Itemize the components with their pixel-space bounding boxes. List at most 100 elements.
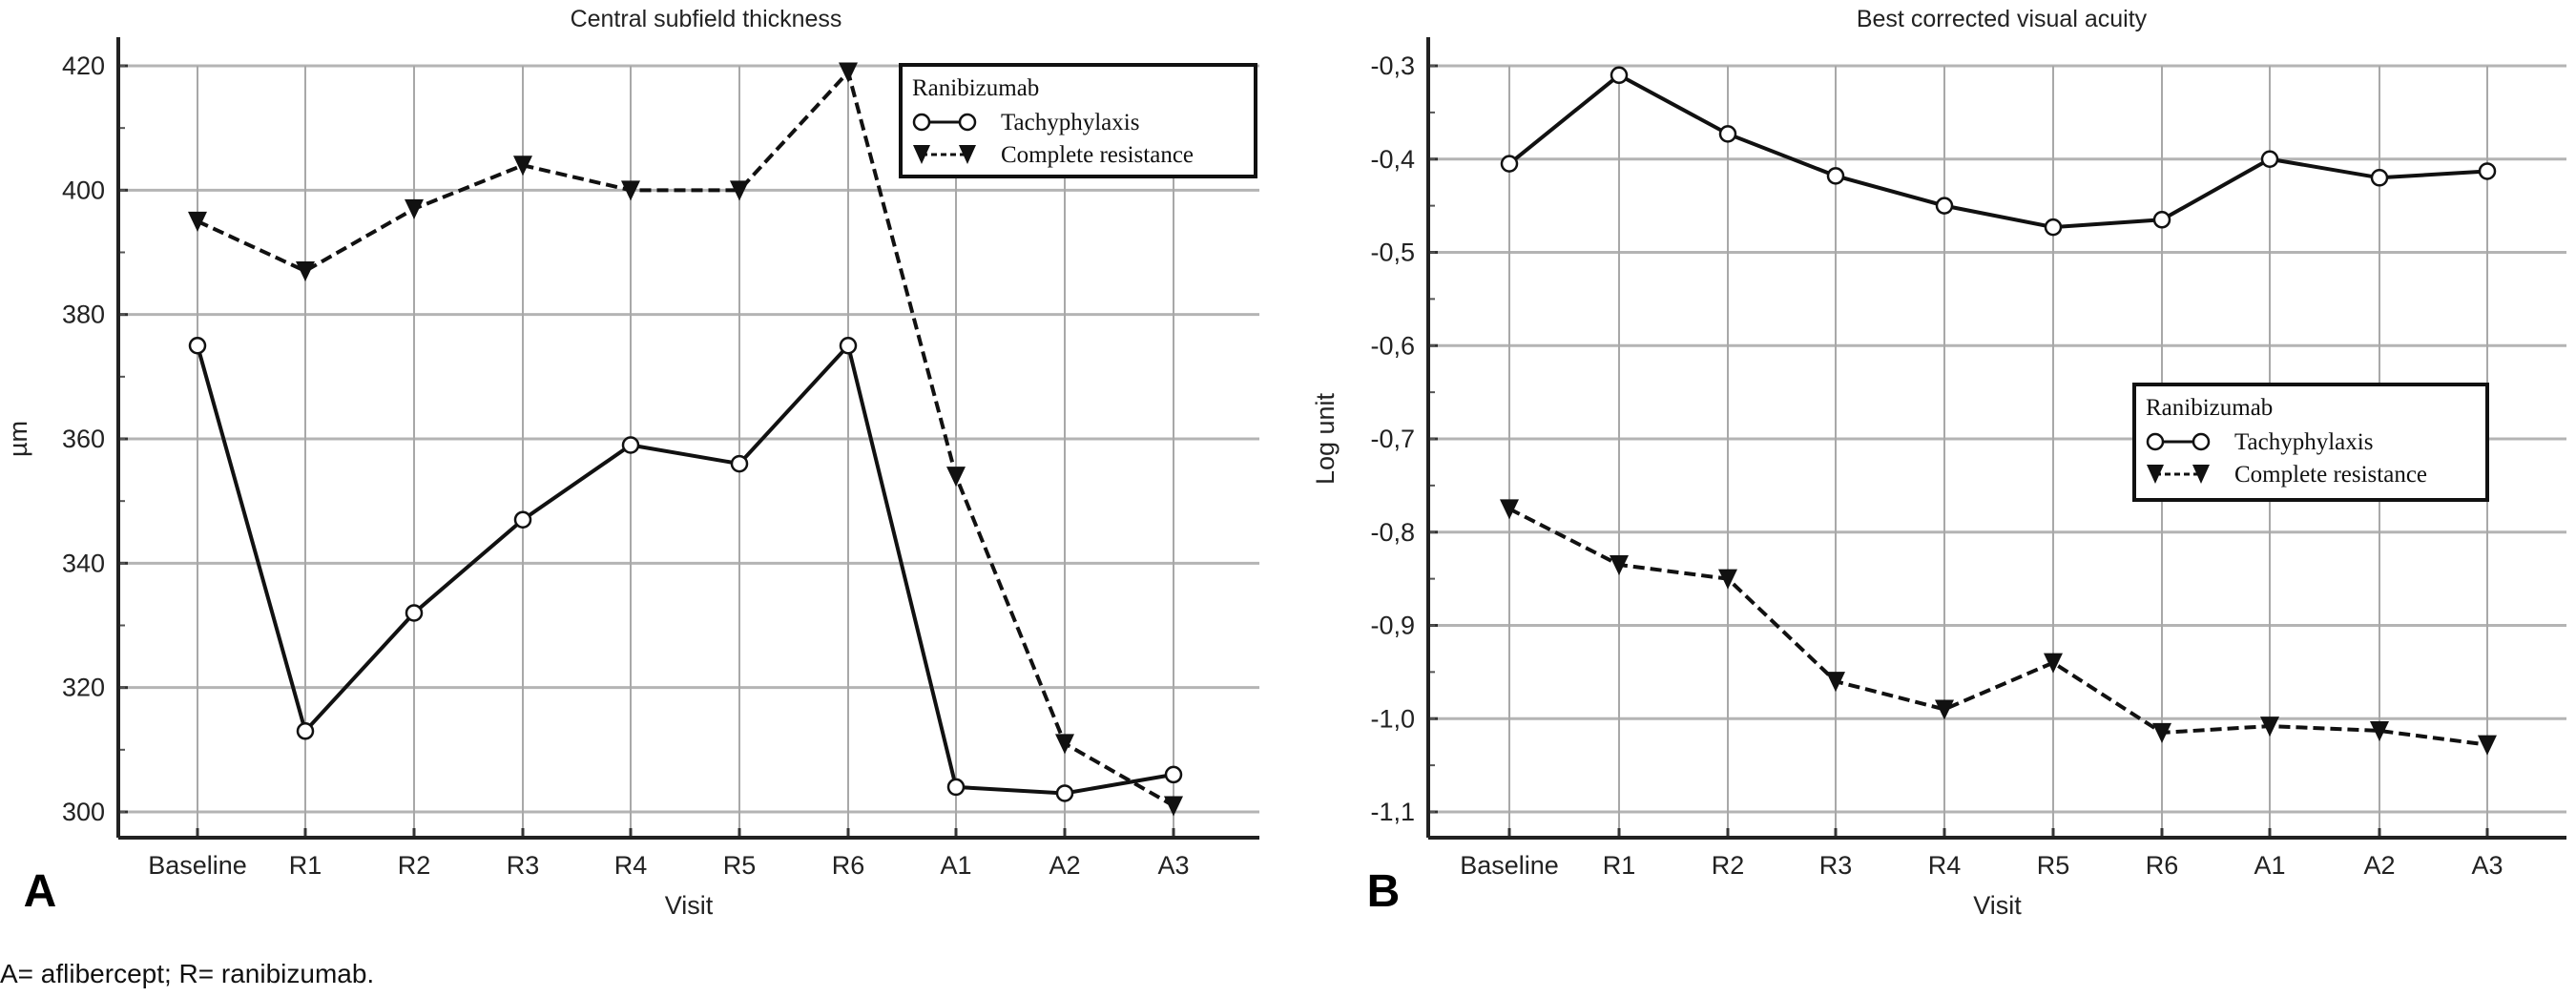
legend-entry-label: Tachyphylaxis <box>2234 429 2373 455</box>
x-tick-label: R3 <box>1819 851 1853 880</box>
data-point-complete-resistance <box>1500 499 1519 520</box>
data-point-tachyphylaxis <box>621 436 640 454</box>
data-point-tachyphylaxis <box>946 778 966 797</box>
data-point-tachyphylaxis <box>1718 125 1737 143</box>
data-point-complete-resistance <box>2370 720 2389 741</box>
series-line-complete-resistance <box>1508 507 2488 747</box>
legend-marker-triangle <box>959 145 976 164</box>
data-point-tachyphylaxis <box>2152 211 2171 229</box>
data-point-complete-resistance <box>946 467 966 488</box>
data-point-complete-resistance <box>1610 554 1629 575</box>
data-point-tachyphylaxis <box>1500 155 1519 173</box>
y-tick-label: -0,6 <box>1370 331 1415 360</box>
y-axis-label: Log unit <box>1311 392 1340 485</box>
data-point-tachyphylaxis <box>188 337 207 355</box>
legend-marker-circle <box>2192 432 2211 451</box>
x-tick-label: R6 <box>2146 851 2179 880</box>
series-line-tachyphylaxis <box>196 342 1174 796</box>
data-point-tachyphylaxis <box>1935 197 1954 215</box>
data-point-tachyphylaxis <box>1164 765 1183 784</box>
panel-label: A <box>24 866 57 917</box>
y-tick-label: 420 <box>62 52 105 80</box>
x-tick-label: R5 <box>2037 851 2070 880</box>
x-tick-label: Baseline <box>148 851 247 880</box>
x-tick-label: A3 <box>1157 851 1189 880</box>
data-point-tachyphylaxis <box>1055 784 1074 802</box>
data-point-complete-resistance <box>1718 569 1737 590</box>
y-tick-label: -1,0 <box>1370 704 1415 733</box>
data-point-complete-resistance <box>1935 699 1954 720</box>
y-tick-label: 400 <box>62 176 105 204</box>
legend-marker-triangle <box>2192 465 2210 484</box>
x-tick-label: R5 <box>723 851 757 880</box>
y-tick-label: -0,5 <box>1370 239 1415 267</box>
x-tick-label: R1 <box>289 851 322 880</box>
data-point-tachyphylaxis <box>405 604 424 622</box>
legend-box <box>899 63 1257 178</box>
chart-panel-a: Central subfield thickness 300 320 340 360 38… <box>4 6 1259 920</box>
y-tick-label: 300 <box>62 798 105 826</box>
legend-entry-label: Complete resistance <box>1001 142 1194 168</box>
x-tick-label: R2 <box>1712 851 1745 880</box>
legend-marker-circle <box>912 113 931 132</box>
x-tick-label: R4 <box>1928 851 1962 880</box>
data-point-complete-resistance <box>839 62 858 83</box>
legend-title: Ranibizumab <box>2146 395 2273 421</box>
y-axis-label: µm <box>4 421 32 457</box>
legend: Ranibizumab Tachyphylaxis Complete resista… <box>899 63 1257 178</box>
x-tick-label: A1 <box>940 851 971 880</box>
series-line-tachyphylaxis <box>1507 73 2488 230</box>
y-tick-label: 380 <box>62 301 105 329</box>
y-tick-label: -0,9 <box>1370 612 1415 640</box>
y-tick-label: 320 <box>62 674 105 702</box>
figure-caption: A= aflibercept; R= ranibizumab. <box>0 959 374 988</box>
chart-title: Best corrected visual acuity <box>1857 6 2148 32</box>
legend-marker-triangle <box>2147 465 2164 484</box>
y-tick-label: -0,8 <box>1370 518 1415 547</box>
data-point-complete-resistance <box>405 198 424 219</box>
data-point-tachyphylaxis <box>2044 218 2063 237</box>
chart-panel-b: Best corrected visual acuity -1,1 -1,0 -0,9… <box>1311 6 2566 920</box>
data-point-complete-resistance <box>1055 734 1074 755</box>
y-tick-label: -1,1 <box>1370 798 1415 826</box>
data-point-complete-resistance <box>1826 672 1845 693</box>
chart-title: Central subfield thickness <box>571 6 842 32</box>
data-point-complete-resistance <box>2152 722 2171 743</box>
legend-entry-label: Tachyphylaxis <box>1001 110 1139 135</box>
legend-title: Ranibizumab <box>912 75 1039 101</box>
x-tick-label: R1 <box>1603 851 1636 880</box>
x-axis-label: Visit <box>1973 891 2022 920</box>
x-tick-label: R4 <box>614 851 648 880</box>
x-tick-label: A1 <box>2254 851 2285 880</box>
data-point-complete-resistance <box>2260 717 2279 737</box>
data-point-complete-resistance <box>296 261 315 282</box>
x-tick-label: R3 <box>507 851 540 880</box>
data-point-tachyphylaxis <box>2370 169 2389 187</box>
data-point-tachyphylaxis <box>839 337 858 355</box>
series-line-complete-resistance <box>197 68 1174 808</box>
x-tick-label: A3 <box>2471 851 2503 880</box>
data-point-tachyphylaxis <box>2478 162 2497 180</box>
y-tick-label: -0,4 <box>1370 145 1415 174</box>
data-point-tachyphylaxis <box>1610 66 1629 85</box>
x-axis-label: Visit <box>665 891 714 920</box>
data-point-tachyphylaxis <box>1826 167 1845 185</box>
data-point-complete-resistance <box>621 180 640 201</box>
legend-marker-circle <box>958 113 977 132</box>
x-tick-label: A2 <box>2363 851 2395 880</box>
y-tick-label: 360 <box>62 425 105 453</box>
data-point-tachyphylaxis <box>730 454 749 473</box>
x-tick-label: Baseline <box>1460 851 1559 880</box>
y-tick-label: -0,7 <box>1370 425 1415 453</box>
y-tick-label: -0,3 <box>1370 52 1415 80</box>
y-tick-label: 340 <box>62 549 105 577</box>
data-point-tachyphylaxis <box>513 510 532 529</box>
legend-entry-label: Complete resistance <box>2234 462 2427 488</box>
x-tick-label: R2 <box>398 851 431 880</box>
legend: Ranibizumab Tachyphylaxis Complete resista… <box>2132 383 2489 502</box>
data-point-complete-resistance <box>1164 796 1183 817</box>
data-point-complete-resistance <box>730 180 749 201</box>
x-tick-label: R6 <box>832 851 865 880</box>
legend-marker-triangle <box>913 145 930 164</box>
